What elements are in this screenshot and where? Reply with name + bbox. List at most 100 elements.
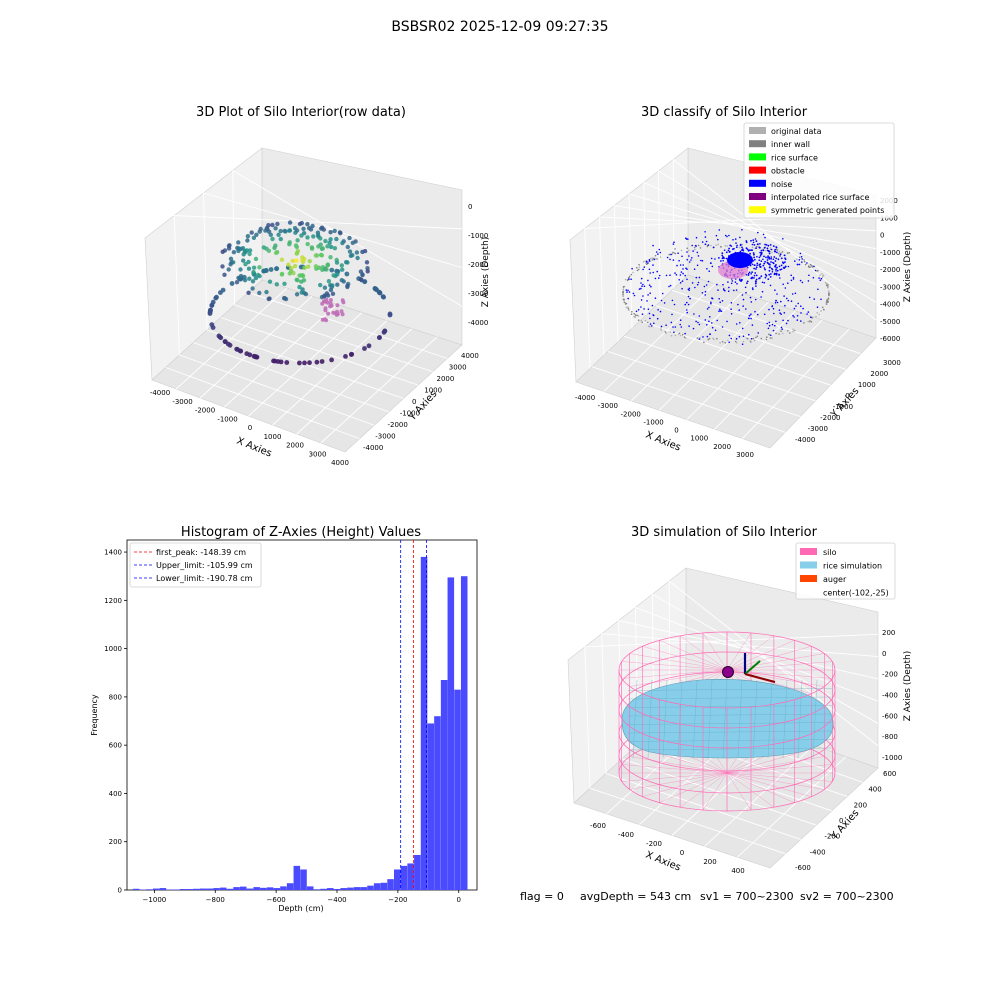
data-point [826, 299, 828, 301]
data-point [628, 275, 631, 278]
data-point [674, 272, 676, 274]
silo-roof-spoke [726, 669, 825, 687]
data-point [719, 301, 721, 304]
data-point [749, 252, 751, 255]
data-point [772, 258, 775, 261]
data-point [684, 337, 687, 339]
data-point [790, 279, 793, 282]
simulation-x-ticks: -600 -400 -200 0 200 400 [590, 822, 745, 875]
data-point [634, 316, 636, 319]
data-point [347, 235, 352, 241]
data-point [742, 298, 745, 301]
data-point [775, 272, 778, 275]
data-point [655, 251, 658, 253]
data-point [649, 272, 651, 274]
tick-label: 2000 [437, 375, 455, 383]
data-point [827, 290, 830, 292]
data-point [682, 272, 684, 275]
data-point [631, 311, 633, 313]
data-point [682, 264, 684, 266]
simulation-legend-entries: silo rice simulation auger center(-102,-25) [800, 548, 889, 598]
tick-label: 1000 [424, 387, 442, 395]
data-point [764, 236, 766, 239]
data-point [324, 297, 329, 302]
histogram-bar [233, 887, 240, 890]
data-point [323, 238, 328, 244]
data-point [704, 243, 707, 245]
legend-label: silo [823, 548, 837, 557]
data-point [668, 253, 671, 256]
data-point [299, 233, 304, 238]
histogram-x-ticks: −1000 −800 −600 −400 −200 0 [143, 890, 461, 904]
classify-z-ticks: 200010000-1000-2000-3000-4000-5000-6000 [880, 197, 900, 343]
data-point [300, 287, 305, 292]
data-point [714, 258, 716, 260]
data-point [350, 240, 355, 245]
data-point [681, 287, 683, 290]
data-point [771, 337, 773, 340]
tick-label: -600 [795, 864, 811, 872]
data-point [332, 246, 338, 251]
rice-mesh-line [627, 747, 833, 751]
silo-floor-spoke [726, 772, 752, 811]
data-point [704, 236, 707, 238]
data-point [776, 293, 778, 295]
data-point [828, 293, 830, 296]
rice-mesh-line [627, 713, 833, 717]
data-point [760, 253, 763, 255]
data-point [745, 247, 748, 250]
data-point [771, 251, 773, 254]
gridline [601, 633, 607, 774]
data-point [340, 240, 345, 246]
tick-label: -5000 [880, 318, 900, 326]
data-point [220, 264, 225, 269]
data-point [816, 312, 819, 314]
data-point [366, 343, 372, 349]
data-point [754, 282, 757, 285]
data-point [776, 251, 778, 254]
data-point [220, 287, 226, 293]
data-point [828, 291, 830, 294]
data-point [647, 279, 649, 282]
data-point [642, 261, 645, 263]
data-point [651, 304, 654, 307]
gridline [179, 354, 375, 426]
histogram-title: Histogram of Z-Axies (Height) Values [181, 525, 421, 540]
data-point [810, 266, 812, 268]
data-point [762, 249, 765, 252]
data-point [340, 312, 345, 317]
classify-z-label: Z Axies (Depth) [903, 232, 913, 303]
data-point [750, 277, 753, 280]
data-point [331, 310, 336, 315]
histogram-legend-entries: first_peak: -148.39 cm Upper_limit: -105.… [134, 548, 253, 583]
data-point [638, 266, 641, 268]
data-point [800, 320, 802, 322]
data-point [764, 276, 767, 279]
data-point [660, 327, 662, 329]
classify-legend-entries: original data inner wall rice surface obsta… [749, 127, 884, 215]
tick-label: -800 [882, 733, 898, 741]
data-point [813, 265, 815, 268]
data-point [718, 310, 720, 313]
figure-suptitle: BSBSR02 2025-12-09 09:27:35 [391, 19, 608, 35]
data-point [760, 249, 763, 252]
data-point [748, 315, 751, 317]
data-point [762, 258, 764, 261]
data-point [268, 267, 274, 272]
tick-label: -2000 [468, 261, 488, 269]
data-point [796, 315, 799, 317]
tick-label: -200 [646, 840, 662, 848]
histogram-bar [219, 887, 227, 890]
data-point [652, 244, 654, 247]
data-point [817, 269, 819, 272]
data-point [673, 303, 676, 306]
data-point [638, 263, 640, 266]
data-point [795, 305, 797, 307]
data-point [335, 309, 339, 314]
data-point [648, 260, 651, 262]
data-point [637, 315, 640, 317]
data-point [320, 246, 325, 251]
data-point [294, 292, 300, 297]
data-point [299, 279, 304, 284]
data-point [264, 289, 269, 295]
